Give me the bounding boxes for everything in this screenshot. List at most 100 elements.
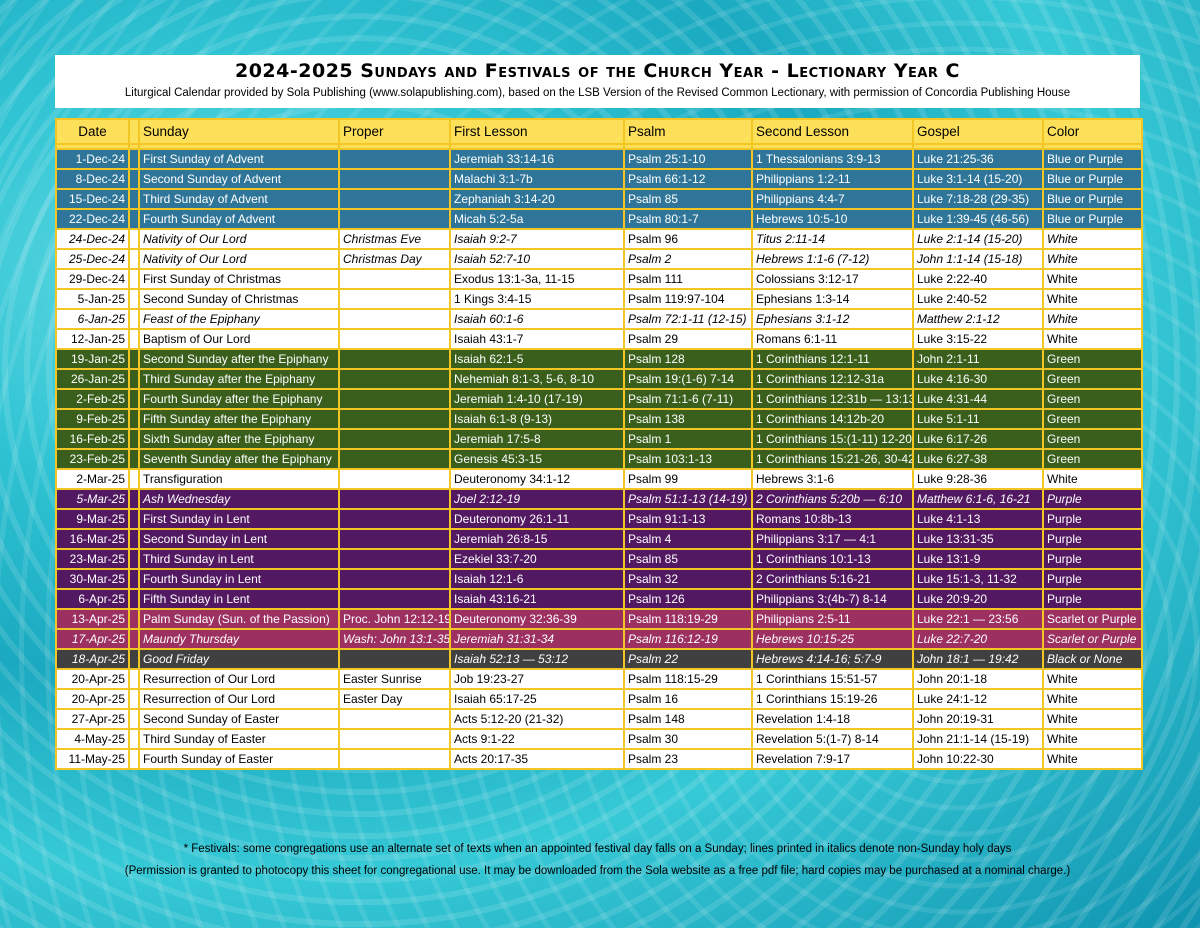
cell-second-lesson: Ephesians 1:3-14 [751, 288, 914, 310]
table-row: 23-Feb-25 Seventh Sunday after the Epipha… [55, 448, 1143, 470]
cell-proper [338, 448, 451, 470]
footnote: * Festivals: some congregations use an a… [183, 843, 1012, 855]
cell-proper [338, 388, 451, 410]
cell-gospel: John 21:1-14 (15-19) [912, 728, 1044, 750]
cell-color: White [1042, 668, 1143, 690]
cell-date: 27-Apr-25 [55, 708, 130, 730]
cell-gospel: Luke 22:1 — 23:56 [912, 608, 1044, 630]
cell-second-lesson: Colossians 3:12-17 [751, 268, 914, 290]
cell-color: White [1042, 288, 1143, 310]
cell-psalm: Psalm 118:15-29 [623, 668, 753, 690]
cell-sunday: Third Sunday of Easter [138, 728, 340, 750]
cell-color: White [1042, 328, 1143, 350]
cell-date: 24-Dec-24 [55, 228, 130, 250]
cell-color: White [1042, 688, 1143, 710]
cell-sunday: First Sunday of Christmas [138, 268, 340, 290]
cell-proper: Wash: John 13:1-35 [338, 628, 451, 650]
cell-sunday: Third Sunday after the Epiphany [138, 368, 340, 390]
column-header-psalm: Psalm [623, 118, 753, 145]
cell-psalm: Psalm 66:1-12 [623, 168, 753, 190]
table-row: 26-Jan-25 Third Sunday after the Epiphany… [55, 368, 1143, 390]
cell-first-lesson: Acts 20:17-35 [449, 748, 625, 770]
cell-proper [338, 408, 451, 430]
cell-blank [128, 728, 140, 750]
table-row: 15-Dec-24 Third Sunday of Advent Zephaniah… [55, 188, 1143, 210]
cell-blank [128, 548, 140, 570]
cell-first-lesson: Isaiah 62:1-5 [449, 348, 625, 370]
cell-date: 20-Apr-25 [55, 688, 130, 710]
table-row: 2-Feb-25 Fourth Sunday after the Epiphany… [55, 388, 1143, 410]
cell-second-lesson: Philippians 3:(4b-7) 8-14 [751, 588, 914, 610]
cell-first-lesson: Micah 5:2-5a [449, 208, 625, 230]
cell-blank [128, 628, 140, 650]
cell-first-lesson: Jeremiah 17:5-8 [449, 428, 625, 450]
cell-color: Green [1042, 448, 1143, 470]
cell-first-lesson: Isaiah 60:1-6 [449, 308, 625, 330]
cell-first-lesson: Joel 2:12-19 [449, 488, 625, 510]
cell-psalm: Psalm 72:1-11 (12-15) [623, 308, 753, 330]
cell-sunday: Second Sunday of Advent [138, 168, 340, 190]
table-row: 29-Dec-24 First Sunday of Christmas Exodus… [55, 268, 1143, 290]
cell-sunday: Fourth Sunday in Lent [138, 568, 340, 590]
cell-color: Purple [1042, 588, 1143, 610]
cell-proper: Christmas Day [338, 248, 451, 270]
table-row: 20-Apr-25 Resurrection of Our Lord Easter … [55, 668, 1143, 690]
cell-proper [338, 488, 451, 510]
cell-sunday: Fifth Sunday after the Epiphany [138, 408, 340, 430]
cell-psalm: Psalm 128 [623, 348, 753, 370]
cell-color: White [1042, 728, 1143, 750]
cell-proper [338, 148, 451, 170]
cell-sunday: Ash Wednesday [138, 488, 340, 510]
table-row: 5-Mar-25 Ash Wednesday Joel 2:12-19 Psalm 5… [55, 488, 1143, 510]
cell-color: White [1042, 308, 1143, 330]
cell-first-lesson: Job 19:23-27 [449, 668, 625, 690]
cell-blank [128, 208, 140, 230]
cell-proper [338, 468, 451, 490]
cell-psalm: Psalm 2 [623, 248, 753, 270]
cell-blank [128, 668, 140, 690]
cell-psalm: Psalm 4 [623, 528, 753, 550]
cell-first-lesson: Acts 9:1-22 [449, 728, 625, 750]
cell-date: 29-Dec-24 [55, 268, 130, 290]
cell-second-lesson: Romans 6:1-11 [751, 328, 914, 350]
cell-first-lesson: Ezekiel 33:7-20 [449, 548, 625, 570]
cell-blank [128, 428, 140, 450]
cell-sunday: Resurrection of Our Lord [138, 668, 340, 690]
cell-proper [338, 168, 451, 190]
cell-second-lesson: 1 Corinthians 12:1-11 [751, 348, 914, 370]
cell-sunday: Palm Sunday (Sun. of the Passion) [138, 608, 340, 630]
cell-proper [338, 508, 451, 530]
cell-sunday: Good Friday [138, 648, 340, 670]
cell-proper [338, 568, 451, 590]
cell-psalm: Psalm 22 [623, 648, 753, 670]
cell-second-lesson: 1 Corinthians 15:(1-11) 12-20 [751, 428, 914, 450]
cell-proper: Easter Sunrise [338, 668, 451, 690]
cell-sunday: Transfiguration [138, 468, 340, 490]
cell-color: Green [1042, 428, 1143, 450]
cell-first-lesson: Jeremiah 26:8-15 [449, 528, 625, 550]
cell-gospel: Luke 9:28-36 [912, 468, 1044, 490]
cell-psalm: Psalm 16 [623, 688, 753, 710]
cell-date: 23-Feb-25 [55, 448, 130, 470]
cell-psalm: Psalm 111 [623, 268, 753, 290]
cell-psalm: Psalm 148 [623, 708, 753, 730]
cell-psalm: Psalm 71:1-6 (7-11) [623, 388, 753, 410]
cell-blank [128, 448, 140, 470]
cell-date: 9-Feb-25 [55, 408, 130, 430]
table-row: 6-Jan-25 Feast of the Epiphany Isaiah 60:1… [55, 308, 1143, 330]
cell-proper [338, 548, 451, 570]
cell-proper [338, 348, 451, 370]
table-row: 24-Dec-24 Nativity of Our Lord Christmas E… [55, 228, 1143, 250]
cell-psalm: Psalm 23 [623, 748, 753, 770]
cell-psalm: Psalm 51:1-13 (14-19) [623, 488, 753, 510]
cell-sunday: Feast of the Epiphany [138, 308, 340, 330]
cell-second-lesson: Hebrews 10:5-10 [751, 208, 914, 230]
cell-second-lesson: 1 Corinthians 12:12-31a [751, 368, 914, 390]
cell-second-lesson: Hebrews 4:14-16; 5:7-9 [751, 648, 914, 670]
cell-second-lesson: Hebrews 1:1-6 (7-12) [751, 248, 914, 270]
cell-blank [128, 288, 140, 310]
cell-gospel: Luke 4:1-13 [912, 508, 1044, 530]
cell-blank [128, 748, 140, 770]
cell-color: Purple [1042, 568, 1143, 590]
cell-date: 13-Apr-25 [55, 608, 130, 630]
